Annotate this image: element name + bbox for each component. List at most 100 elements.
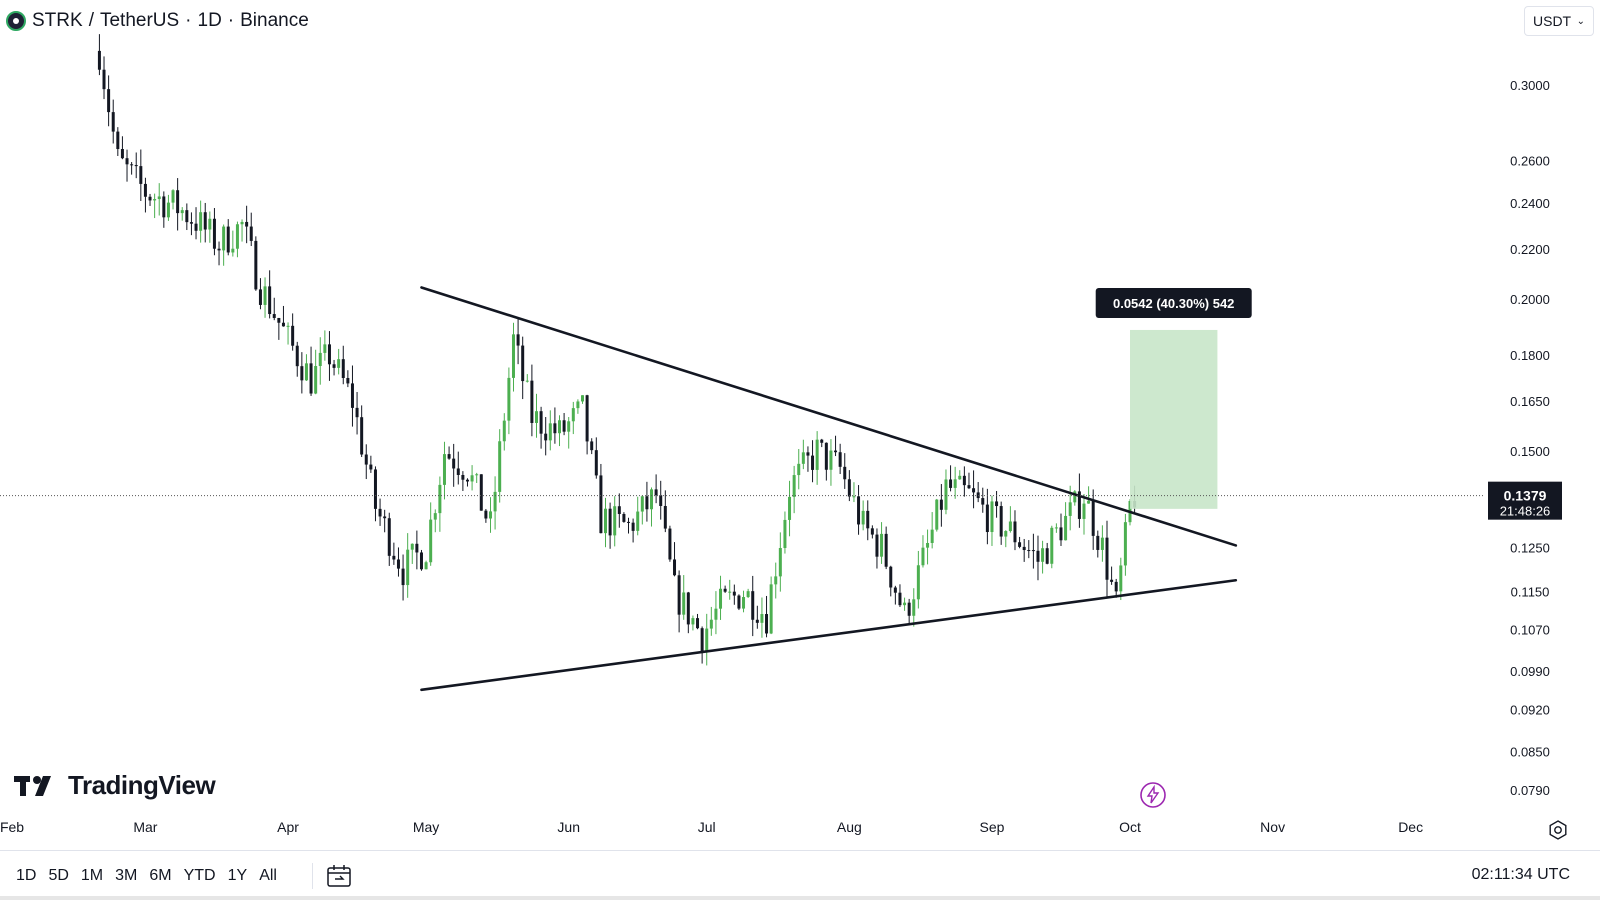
range-5d-button[interactable]: 5D [48, 867, 69, 884]
candle-body [1077, 491, 1081, 519]
candle [314, 349, 318, 395]
candle-body [254, 240, 258, 290]
candle-body [797, 463, 801, 476]
currency-select[interactable]: USDT ⌄ [1524, 6, 1594, 36]
candle-body [765, 614, 769, 634]
candle-body [875, 534, 879, 557]
range-3m-button[interactable]: 3M [115, 867, 138, 884]
candle [530, 364, 534, 437]
y-tick-label: 0.0920 [1510, 703, 1550, 718]
candle-body [116, 131, 120, 150]
range-1y-button[interactable]: 1Y [227, 867, 248, 884]
candle [898, 584, 902, 608]
candle-body [746, 591, 750, 598]
candle-body [663, 505, 667, 529]
range-all-button[interactable]: All [259, 867, 277, 884]
x-tick-label: Oct [1119, 819, 1141, 835]
candle-body [341, 359, 345, 379]
y-tick-label: 0.0790 [1510, 783, 1550, 798]
candle-body [355, 407, 359, 418]
candle [962, 466, 966, 497]
symbol-header[interactable]: STRK / TetherUS · 1D · Binance [6, 8, 309, 34]
y-tick-label: 0.1650 [1510, 394, 1550, 409]
candle-body [926, 542, 930, 548]
candle-body [1018, 542, 1022, 547]
candle [143, 177, 147, 213]
candle-body [346, 378, 350, 384]
candle [557, 415, 561, 447]
candle [424, 560, 428, 570]
candle-body [452, 458, 456, 469]
candle [415, 530, 419, 570]
candle [291, 313, 295, 351]
candle-body [1008, 521, 1012, 532]
calendar-icon[interactable] [326, 863, 352, 889]
candle [286, 322, 290, 345]
candle [861, 500, 865, 531]
candle-body [171, 190, 175, 203]
candle-body [438, 484, 442, 514]
x-tick-label: Sep [980, 819, 1005, 835]
candle-body [383, 516, 387, 519]
y-tick-label: 0.2000 [1510, 292, 1550, 307]
y-tick-label: 0.1800 [1510, 348, 1550, 363]
candle-body [125, 158, 129, 165]
candle-body [272, 314, 276, 318]
candle-body [705, 628, 709, 652]
candle-body [1045, 548, 1049, 564]
range-1d-button[interactable]: 1D [16, 867, 37, 884]
candle-body [470, 475, 474, 482]
candle [567, 417, 571, 449]
price-chart[interactable]: 0.0542 (40.30%) 542 0.30000.26000.24000.… [0, 0, 1600, 850]
candle [847, 470, 851, 502]
candle [1100, 525, 1104, 562]
candle-body [134, 165, 138, 167]
candle [208, 211, 212, 243]
candle-body [263, 286, 267, 305]
candle [465, 478, 469, 487]
candle-body [650, 489, 654, 510]
settings-icon[interactable] [1548, 820, 1568, 840]
candle-body [898, 592, 902, 606]
candle [811, 440, 815, 483]
candle-body [824, 442, 828, 470]
candle-body [208, 218, 212, 230]
candle [189, 212, 193, 236]
candle-body [314, 366, 318, 394]
candle [488, 497, 492, 533]
candle [677, 570, 681, 633]
dot-separator: · [185, 10, 192, 31]
candle [102, 56, 106, 100]
candle [622, 512, 626, 523]
candle-body [654, 489, 658, 496]
candle [820, 438, 824, 448]
candle-body [424, 562, 428, 570]
candle-body [590, 441, 594, 451]
candle [235, 221, 239, 258]
current-price-tag [1488, 481, 1562, 520]
candle-body [838, 452, 842, 467]
candle-body [337, 359, 341, 368]
candle [134, 152, 138, 179]
candle-body [507, 377, 511, 421]
candle [751, 575, 755, 637]
candle [452, 443, 456, 487]
candle-body [829, 450, 833, 470]
candle-body [1123, 522, 1127, 566]
candle-body [534, 411, 538, 423]
x-tick-label: Nov [1260, 819, 1285, 835]
candle [944, 469, 948, 515]
toolbar-divider [312, 863, 313, 889]
lightning-icon[interactable] [1140, 782, 1166, 808]
candle [217, 241, 221, 266]
candle-body [594, 450, 598, 476]
time-readout[interactable]: 02:11:34 UTC [1471, 866, 1570, 883]
candle [521, 336, 525, 400]
range-6m-button[interactable]: 6M [149, 867, 172, 884]
range-ytd-button[interactable]: YTD [183, 867, 216, 884]
candle [760, 597, 764, 638]
candle [604, 497, 608, 548]
candle-body [995, 501, 999, 507]
range-1m-button[interactable]: 1M [80, 867, 104, 884]
interval: 1D [197, 10, 222, 31]
